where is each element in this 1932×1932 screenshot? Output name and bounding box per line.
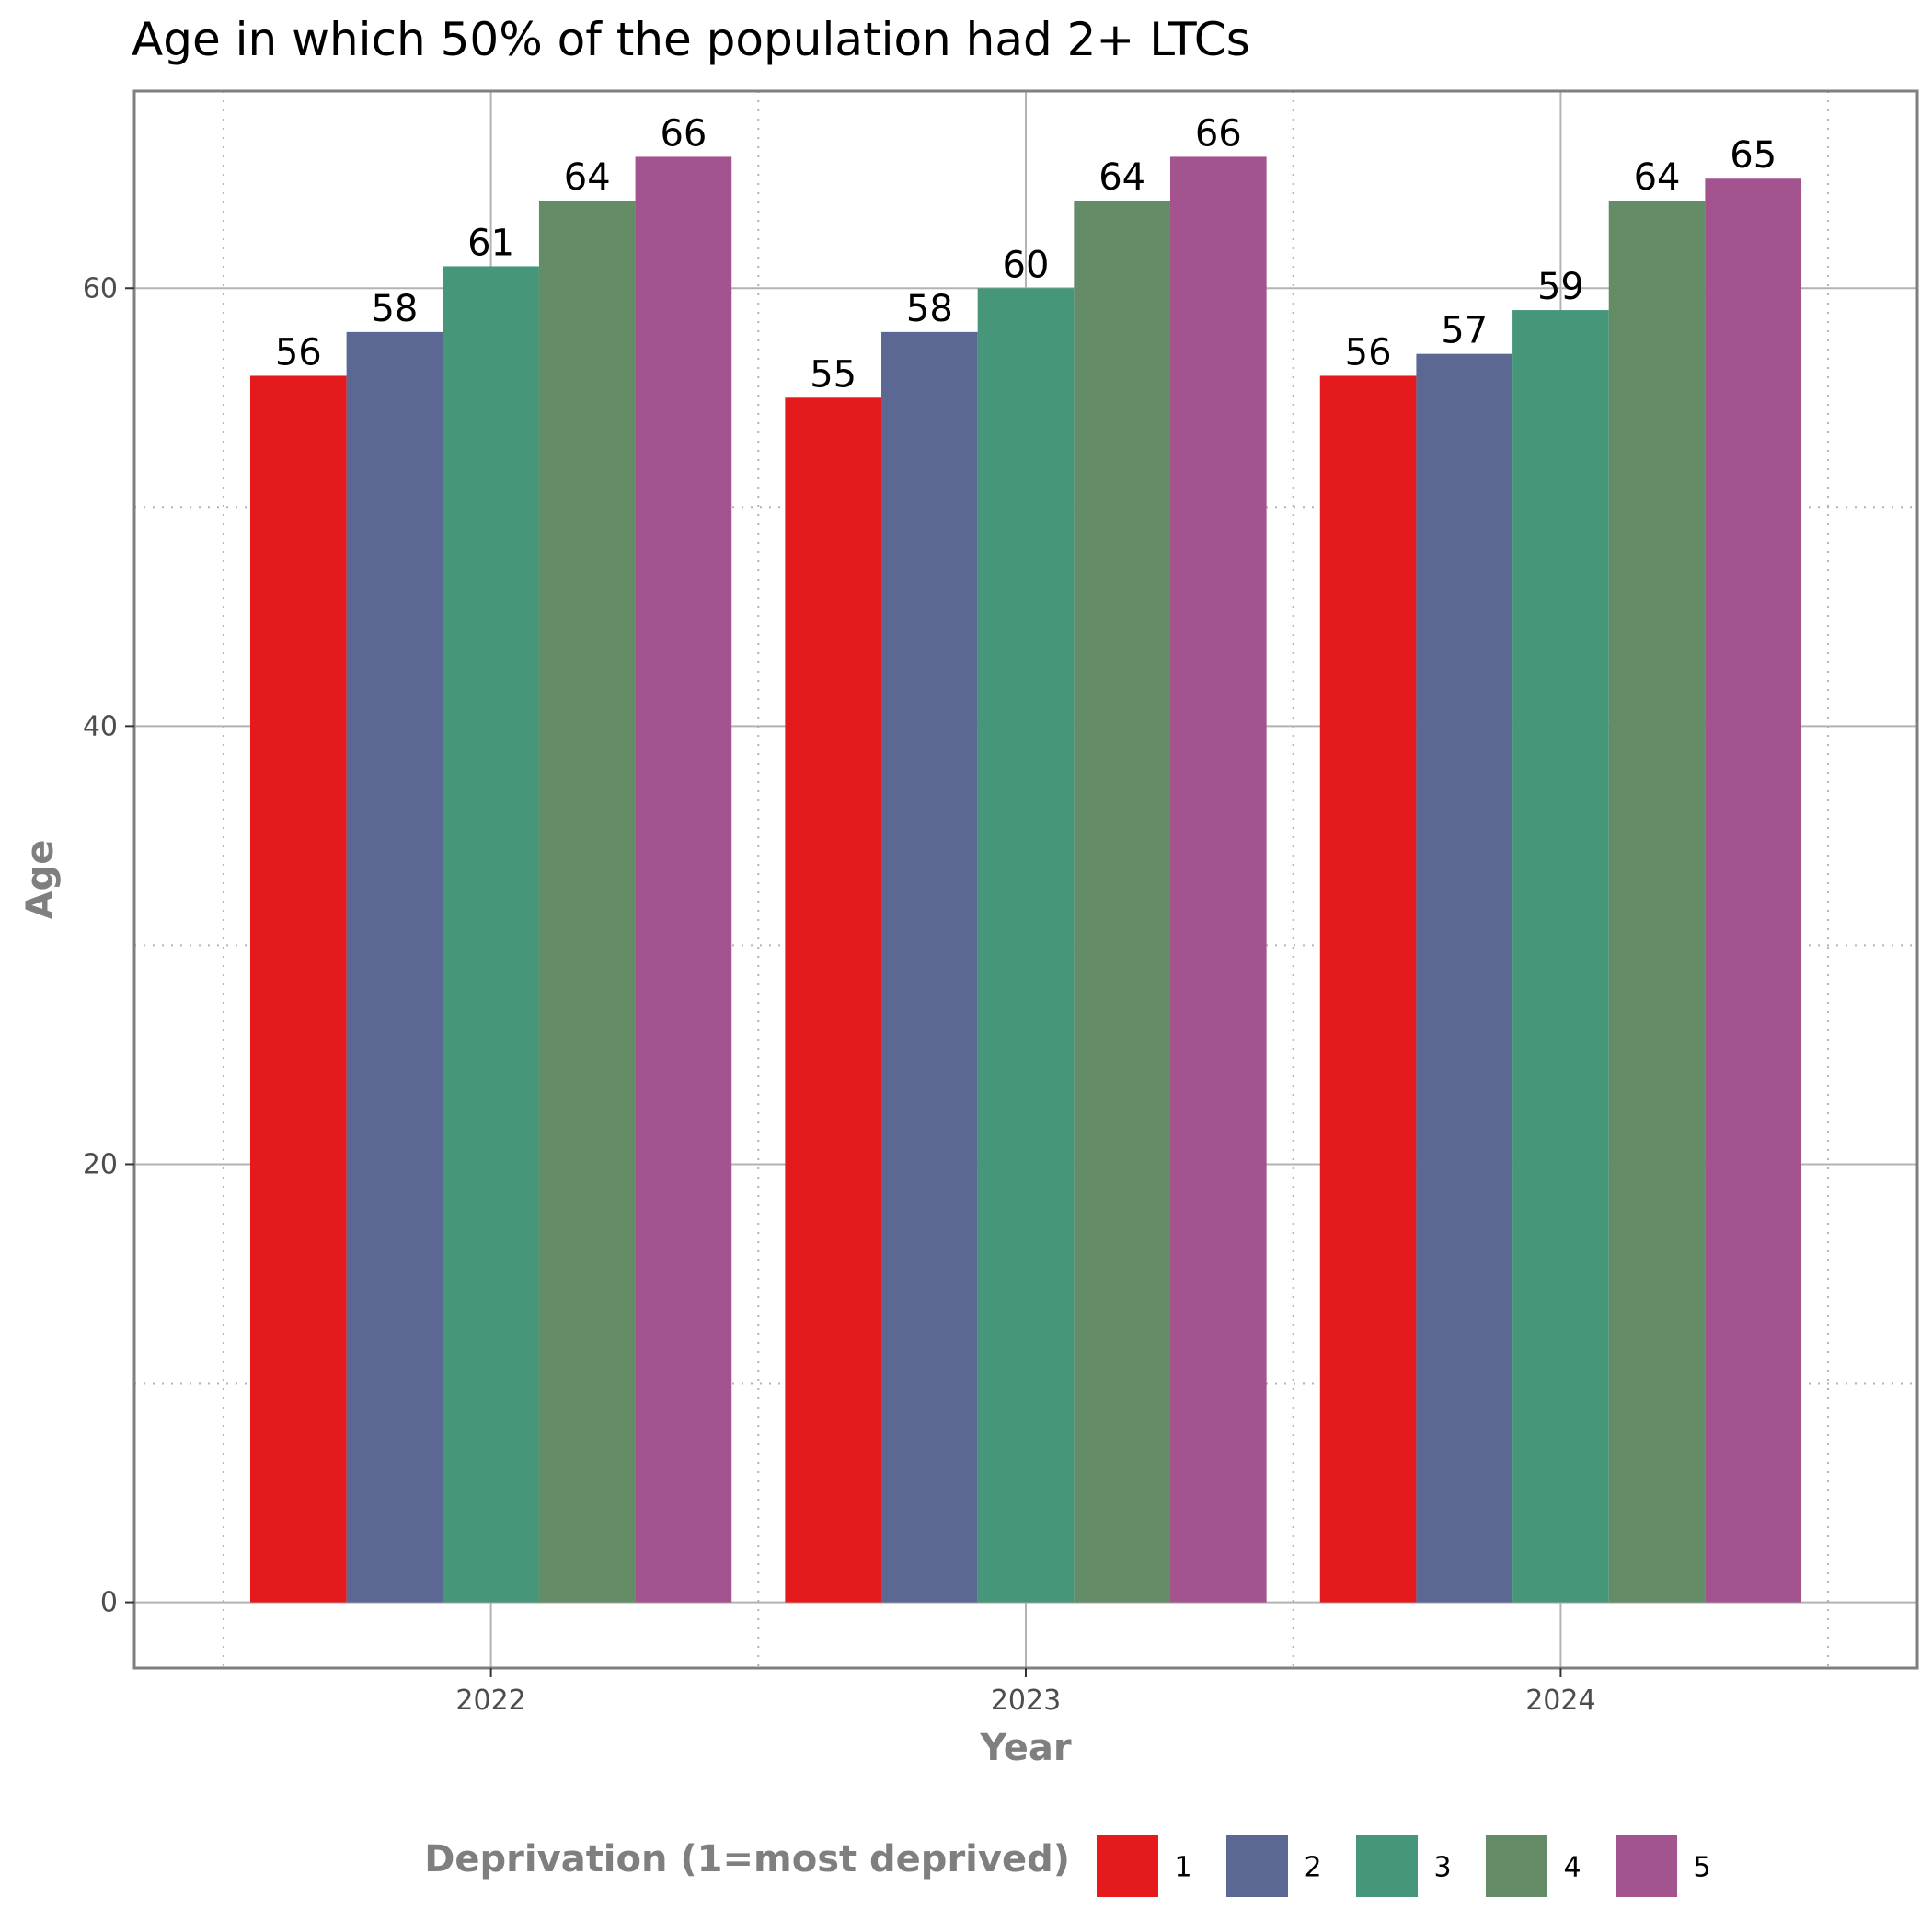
data-label-2024-series-4: 64 [1634, 156, 1681, 199]
data-label-2024-series-5: 65 [1730, 134, 1777, 177]
bar-2023-series-5 [1169, 156, 1267, 1603]
y-tick-label: 0 [100, 1587, 118, 1619]
bar-2022-series-1 [249, 375, 347, 1603]
bar-2022-series-3 [443, 266, 539, 1603]
bars [249, 156, 1802, 1603]
data-label-2022-series-1: 56 [275, 331, 322, 374]
legend-label-3: 3 [1433, 1852, 1451, 1884]
legend-swatch-1 [1097, 1835, 1158, 1897]
legend-label-5: 5 [1693, 1852, 1710, 1884]
data-label-2022-series-2: 58 [371, 288, 418, 330]
legend-swatch-2 [1226, 1835, 1288, 1897]
bar-2022-series-2 [346, 331, 443, 1603]
bar-2022-series-5 [635, 156, 732, 1603]
data-label-2022-series-4: 64 [564, 156, 611, 199]
data-label-2023-series-1: 55 [810, 353, 857, 396]
y-tick-label: 60 [83, 272, 118, 305]
y-axis-title: Age [19, 840, 62, 920]
legend-items: 1 2 3 4 5 [1097, 1835, 1711, 1897]
bar-2023-series-2 [881, 331, 978, 1603]
x-axis-title: Year [979, 1727, 1071, 1769]
legend-swatch-5 [1616, 1835, 1677, 1897]
data-label-2022-series-5: 66 [660, 112, 707, 155]
bar-2023-series-4 [1074, 201, 1170, 1603]
bar-2024-series-1 [1319, 375, 1417, 1603]
x-tick-label: 2024 [1525, 1685, 1595, 1717]
y-axis: 0 20 40 60 [83, 272, 134, 1619]
bar-2024-series-4 [1608, 201, 1706, 1603]
bar-2022-series-4 [538, 201, 636, 1603]
bar-2023-series-1 [785, 397, 882, 1603]
x-axis: 2022 2023 2024 [455, 1668, 1596, 1717]
legend-swatch-3 [1356, 1835, 1418, 1897]
bar-2023-series-3 [977, 288, 1075, 1603]
data-labels: 56 58 61 64 66 55 58 60 64 66 56 57 59 64 65 [275, 112, 1777, 396]
legend-label-4: 4 [1563, 1852, 1581, 1884]
bar-2024-series-5 [1705, 178, 1802, 1603]
bar-2024-series-3 [1512, 310, 1609, 1603]
legend-label-2: 2 [1304, 1852, 1321, 1884]
x-tick-label: 2023 [991, 1685, 1061, 1717]
y-tick-label: 20 [83, 1148, 118, 1180]
chart-title: Age in which 50% of the population had 2… [132, 13, 1250, 66]
legend-label-1: 1 [1174, 1852, 1191, 1884]
data-label-2024-series-1: 56 [1345, 331, 1392, 374]
data-label-2024-series-2: 57 [1441, 310, 1488, 352]
legend: Deprivation (1=most deprived) 1 2 3 4 5 [424, 1835, 1711, 1897]
bar-2024-series-2 [1416, 353, 1513, 1603]
y-tick-label: 40 [83, 710, 118, 742]
data-label-2023-series-2: 58 [906, 288, 953, 330]
data-label-2024-series-3: 59 [1537, 266, 1584, 308]
plot-area: 56 58 61 64 66 55 58 60 64 66 56 57 59 64 65 [132, 89, 1919, 1670]
data-label-2023-series-3: 60 [1003, 244, 1050, 286]
x-tick-label: 2022 [455, 1685, 525, 1717]
data-label-2023-series-4: 64 [1098, 156, 1145, 199]
legend-swatch-4 [1486, 1835, 1547, 1897]
data-label-2022-series-3: 61 [467, 222, 514, 264]
data-label-2023-series-5: 66 [1195, 112, 1242, 155]
legend-title: Deprivation (1=most deprived) [424, 1838, 1070, 1880]
